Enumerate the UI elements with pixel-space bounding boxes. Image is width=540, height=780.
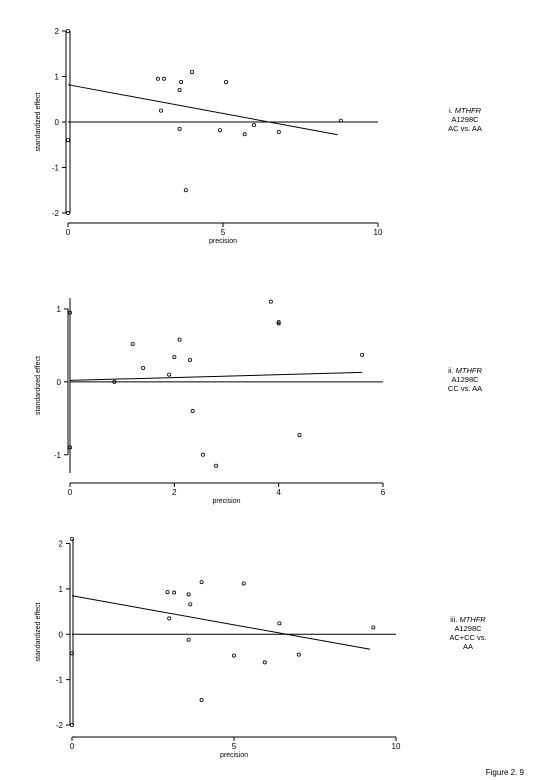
y-axis-title: standardized effect xyxy=(35,602,42,661)
data-point xyxy=(189,69,194,74)
data-point xyxy=(172,590,177,595)
data-point xyxy=(68,310,73,315)
data-point xyxy=(167,372,172,377)
data-point xyxy=(371,625,376,630)
data-point xyxy=(112,379,117,384)
y-axis-title: standardized effect xyxy=(35,92,42,151)
x-tick-label: 0 xyxy=(66,228,71,237)
data-point xyxy=(201,452,206,457)
panel-caption-line: CC vs. AA xyxy=(448,384,482,393)
panel-caption-line: AC+CC vs. xyxy=(449,633,486,642)
x-tick-label: 5 xyxy=(232,742,237,751)
data-point xyxy=(177,337,182,342)
y-tick-label: -1 xyxy=(54,451,62,460)
data-point xyxy=(70,537,75,542)
panel-caption-line: AA xyxy=(463,642,473,651)
data-point xyxy=(187,357,192,362)
data-point xyxy=(242,132,247,137)
data-point xyxy=(66,28,71,33)
x-axis-title: precision xyxy=(220,752,248,759)
y-tick-label: 2 xyxy=(59,540,64,549)
data-point xyxy=(276,130,281,135)
data-point xyxy=(338,118,343,123)
data-point xyxy=(172,355,177,360)
y-axis-title: standardized effect xyxy=(35,356,42,415)
data-point xyxy=(162,76,167,81)
regression-line xyxy=(71,595,371,650)
data-point xyxy=(177,126,182,131)
data-point xyxy=(186,592,191,597)
data-point xyxy=(296,652,301,657)
data-point xyxy=(360,352,365,357)
x-axis-title: precision xyxy=(209,238,237,245)
y-tick-label: 0 xyxy=(55,118,60,127)
panel-caption-line: AC vs. AA xyxy=(448,124,482,133)
panel-caption-line: A1298C xyxy=(451,115,479,124)
data-point xyxy=(277,621,282,626)
plot-2: 1 0 -1 0 2 4 6 precision standardized effect ii. … xyxy=(35,298,482,505)
data-point xyxy=(158,108,163,113)
x-axis-title: precision xyxy=(212,498,240,505)
data-point xyxy=(188,602,193,607)
data-point xyxy=(262,660,267,665)
data-point xyxy=(70,651,75,656)
data-point xyxy=(155,76,160,81)
data-point xyxy=(297,433,302,438)
data-point xyxy=(70,723,75,728)
data-point xyxy=(231,653,236,658)
data-point xyxy=(66,210,71,215)
data-point xyxy=(199,580,204,585)
x-tick-label: 0 xyxy=(68,488,73,497)
data-point xyxy=(224,79,229,84)
y-tick-label: 1 xyxy=(55,73,60,82)
x-tick-label: 10 xyxy=(374,228,383,237)
data-point xyxy=(190,409,195,414)
panel-caption-line: iii. MTHFR xyxy=(450,615,486,624)
y-tick-label: 1 xyxy=(59,585,64,594)
y-tick-label: -2 xyxy=(56,721,64,730)
y-tick-label: 2 xyxy=(55,27,60,36)
data-point xyxy=(177,88,182,93)
y-tick-label: 0 xyxy=(59,630,64,639)
figure-label: Figure 2. 9 xyxy=(486,768,525,777)
x-tick-label: 6 xyxy=(381,488,386,497)
regression-line xyxy=(67,84,338,136)
data-point xyxy=(141,365,146,370)
data-point xyxy=(167,616,172,621)
y-tick-label: 0 xyxy=(57,378,62,387)
data-point xyxy=(165,590,170,595)
data-point xyxy=(276,320,281,325)
x-tick-label: 5 xyxy=(221,228,226,237)
data-point xyxy=(199,698,204,703)
data-point xyxy=(276,321,281,326)
regression-line xyxy=(69,371,363,381)
data-point xyxy=(268,299,273,304)
data-point xyxy=(186,637,191,642)
panel-caption-line: A1298C xyxy=(451,375,479,384)
panel-caption-line: ii. MTHFR xyxy=(448,366,482,375)
data-point xyxy=(251,123,256,128)
y-tick-label: -1 xyxy=(52,164,60,173)
data-point xyxy=(214,463,219,468)
x-tick-label: 2 xyxy=(172,488,177,497)
data-point xyxy=(66,138,71,143)
panel-caption-line: A1298C xyxy=(454,624,482,633)
data-point xyxy=(68,445,73,450)
data-point xyxy=(130,341,135,346)
panel-caption-line: i. MTHFR xyxy=(449,106,482,115)
y-tick-label: -1 xyxy=(56,676,64,685)
x-tick-label: 10 xyxy=(392,742,401,751)
x-tick-label: 4 xyxy=(276,488,281,497)
data-point xyxy=(179,79,184,84)
y-tick-label: -2 xyxy=(52,209,60,218)
data-point xyxy=(217,128,222,133)
y-tick-label: 1 xyxy=(57,305,62,314)
x-tick-label: 0 xyxy=(70,742,75,751)
data-point xyxy=(241,581,246,586)
data-point xyxy=(183,188,188,193)
